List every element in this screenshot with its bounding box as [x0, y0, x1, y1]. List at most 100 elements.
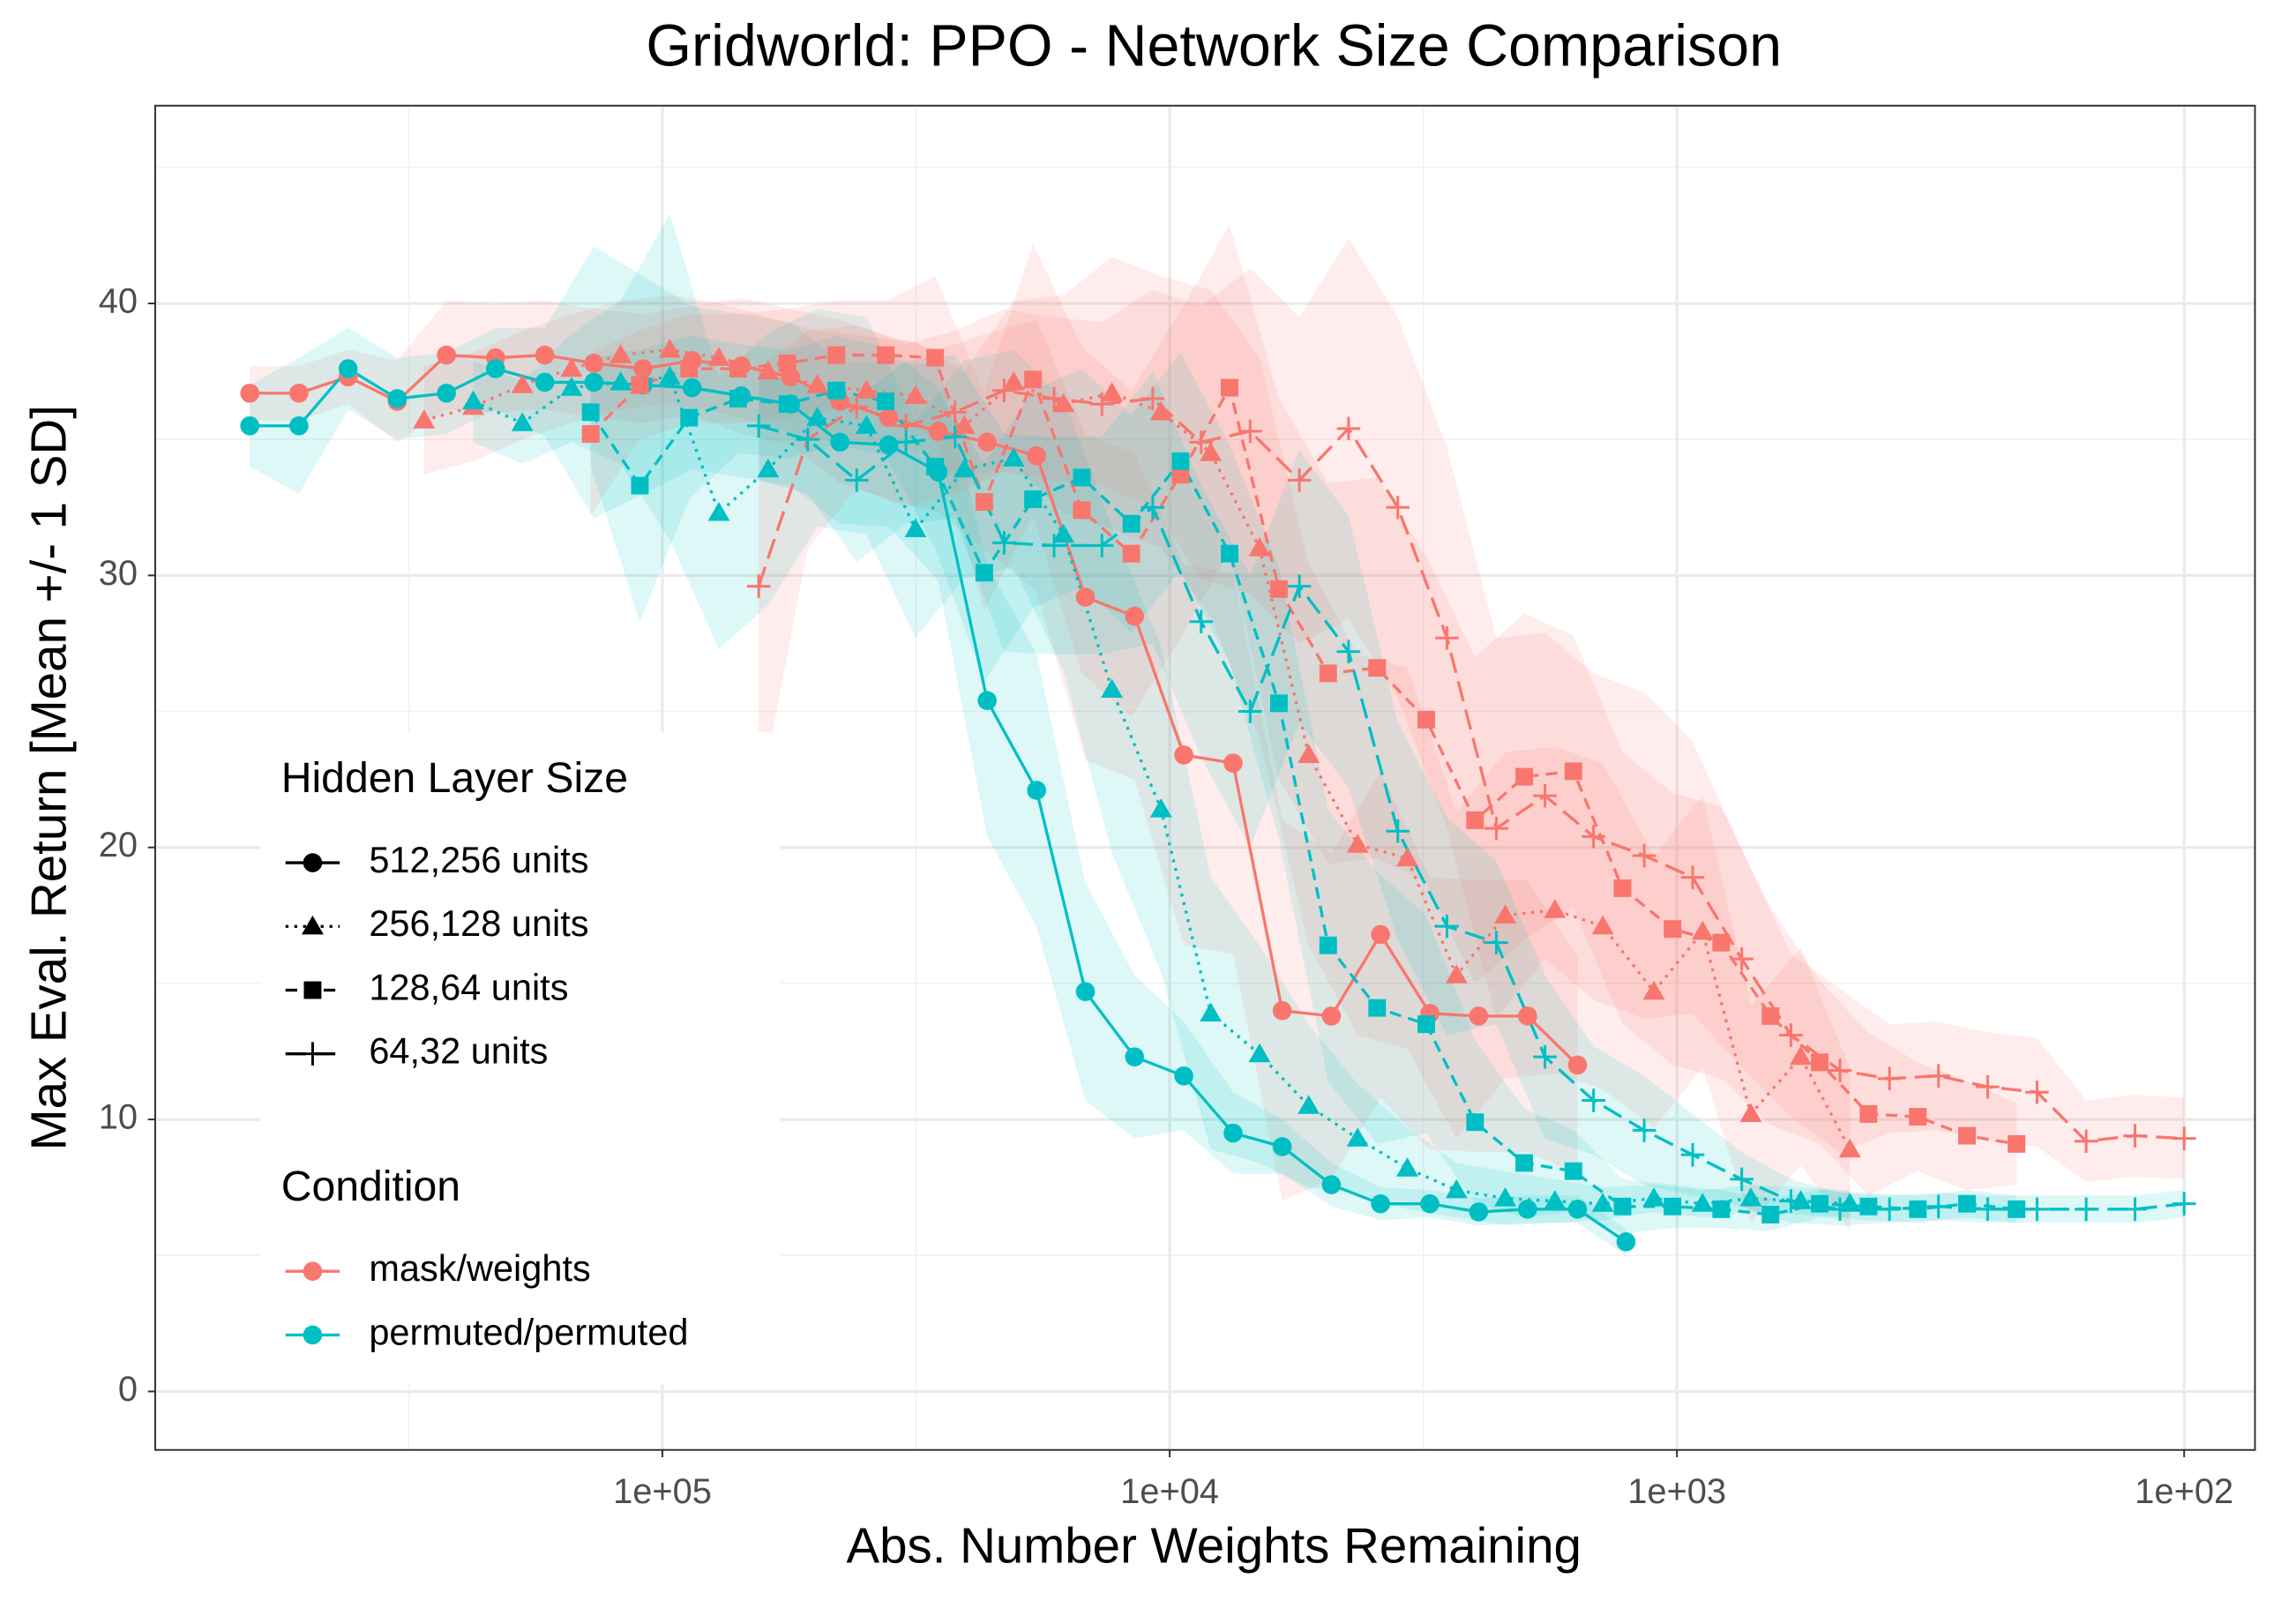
- marker: [2172, 1126, 2196, 1150]
- legend-label: 64,32 units: [369, 1030, 548, 1072]
- marker: [1386, 495, 1410, 520]
- marker: [303, 853, 323, 872]
- marker: [1346, 1127, 1369, 1147]
- marker: [301, 915, 324, 935]
- marker: [1221, 544, 1238, 563]
- marker: [1269, 580, 1288, 598]
- series-line: [423, 348, 1851, 1150]
- marker: [1122, 544, 1141, 563]
- marker: [289, 415, 309, 436]
- marker: [1469, 1006, 1489, 1026]
- sd-band: [250, 297, 1578, 1201]
- marker: [581, 425, 600, 443]
- marker: [1859, 1104, 1878, 1123]
- marker: [1779, 1189, 1803, 1213]
- marker: [1287, 574, 1312, 598]
- marker: [610, 370, 632, 391]
- plot-area: [240, 213, 2196, 1256]
- marker: [437, 383, 456, 403]
- marker: [1321, 1175, 1342, 1194]
- marker: [610, 344, 632, 363]
- marker: [877, 346, 895, 364]
- marker: [535, 372, 555, 393]
- marker: [1838, 1193, 1861, 1212]
- marker: [1544, 1190, 1567, 1209]
- marker: [1386, 819, 1410, 843]
- y-tick-label: 10: [99, 1098, 138, 1137]
- marker: [1811, 1194, 1829, 1213]
- marker: [1075, 982, 1096, 1001]
- marker: [1613, 1197, 1632, 1216]
- marker: [855, 415, 878, 434]
- marker: [240, 415, 259, 436]
- marker: [1730, 1167, 1754, 1192]
- sd-band: [590, 335, 2017, 1234]
- marker: [1712, 1200, 1731, 1218]
- marker: [1445, 1178, 1468, 1199]
- marker: [1396, 847, 1418, 867]
- marker: [1976, 1074, 2000, 1099]
- marker: [511, 412, 534, 431]
- marker: [1582, 825, 1605, 849]
- marker: [1319, 936, 1337, 954]
- legend-key-marker: [303, 1325, 323, 1345]
- marker: [584, 354, 604, 373]
- marker: [1417, 1015, 1435, 1034]
- sd-band: [759, 355, 2185, 1226]
- marker: [1761, 1006, 1780, 1025]
- marker: [827, 346, 846, 364]
- marker: [535, 345, 555, 365]
- legend-title: Condition: [281, 1163, 460, 1210]
- marker: [2123, 1197, 2147, 1222]
- marker: [1691, 920, 1714, 940]
- marker: [1909, 1108, 1927, 1126]
- marker: [1336, 640, 1361, 663]
- marker: [658, 338, 681, 358]
- marker: [1371, 1193, 1390, 1214]
- legend-label: 512,256 units: [369, 839, 588, 880]
- marker: [977, 432, 997, 453]
- marker: [1321, 1006, 1342, 1026]
- y-tick-label: 30: [99, 554, 138, 593]
- marker: [827, 381, 846, 400]
- marker: [1101, 382, 1124, 401]
- marker: [904, 385, 927, 404]
- marker: [806, 374, 829, 393]
- x-tick-label: 1e+05: [613, 1472, 712, 1511]
- legend-label: mask/weights: [369, 1247, 590, 1289]
- marker: [1642, 980, 1665, 1000]
- marker: [2025, 1197, 2049, 1222]
- marker: [757, 360, 780, 380]
- marker: [1024, 370, 1043, 389]
- marker: [631, 376, 649, 394]
- marker: [1632, 843, 1657, 868]
- marker: [387, 389, 408, 408]
- marker: [1149, 798, 1172, 818]
- marker: [2172, 1192, 2196, 1216]
- marker: [1515, 1154, 1533, 1172]
- sd-band: [759, 237, 2185, 1183]
- marker: [1544, 899, 1567, 918]
- marker: [511, 374, 534, 393]
- marker: [1680, 865, 1705, 889]
- marker: [1485, 931, 1508, 954]
- marker: [1024, 490, 1043, 508]
- marker: [1877, 1197, 1902, 1222]
- marker: [1691, 1193, 1714, 1212]
- marker: [413, 409, 436, 429]
- marker: [1582, 1089, 1605, 1112]
- marker: [1533, 783, 1557, 808]
- marker: [1174, 745, 1193, 765]
- series-line: [757, 388, 2185, 1143]
- marker: [1221, 378, 1238, 397]
- marker: [1564, 1162, 1582, 1180]
- marker: [1567, 1200, 1588, 1219]
- marker: [1567, 1055, 1588, 1075]
- marker: [746, 574, 771, 598]
- marker: [1200, 1002, 1223, 1021]
- legend-key-marker: [303, 1261, 323, 1282]
- marker: [1042, 534, 1066, 557]
- marker: [877, 393, 895, 410]
- marker: [2025, 1080, 2049, 1104]
- legend-label: permuted/permuted: [369, 1311, 688, 1352]
